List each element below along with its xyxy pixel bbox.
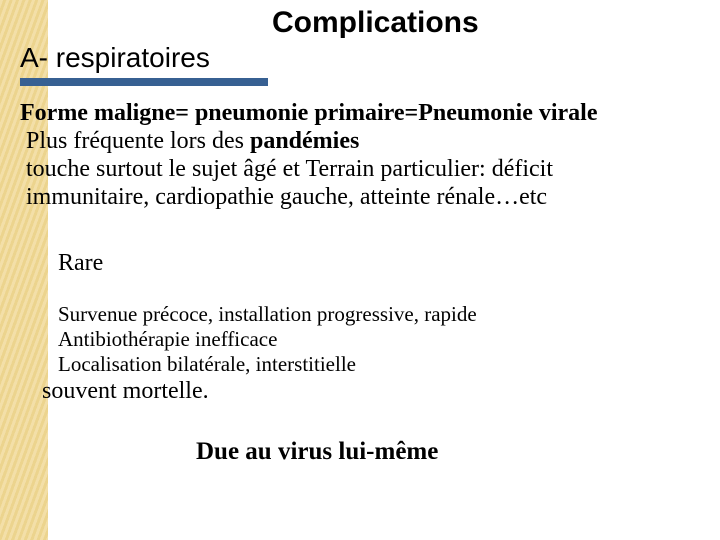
slide-content: Complications A- respiratoires Forme mal… [0,0,720,540]
section-header: A- respiratoires [20,42,210,74]
pandemies-prefix: Plus fréquente lors des [26,128,250,154]
mortelle-line: souvent mortelle. [42,378,209,405]
terrain-lines: touche surtout le sujet âgé et Terrain p… [26,156,710,211]
footer-line: Due au virus lui-même [196,438,438,466]
forme-maligne-line: Forme maligne= pneumonie primaire=Pneumo… [20,100,710,127]
page-title: Complications [272,6,479,40]
pandemies-line: Plus fréquente lors des pandémies [26,128,710,155]
section-underline [20,78,268,86]
survenue-block: Survenue précoce, installation progressi… [58,302,710,376]
rare-label: Rare [58,250,103,277]
pandemies-bold: pandémies [250,128,359,154]
